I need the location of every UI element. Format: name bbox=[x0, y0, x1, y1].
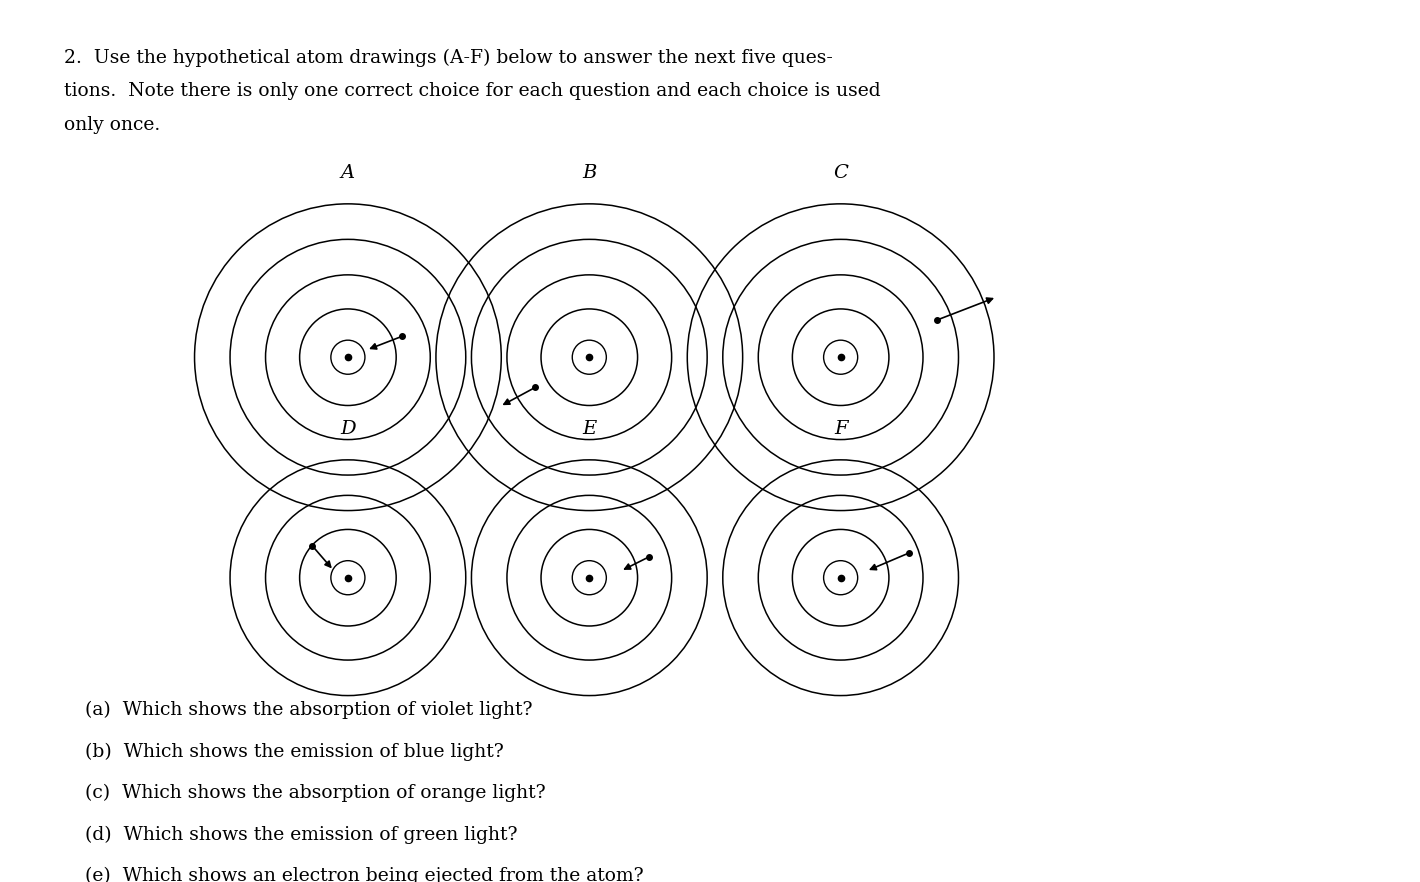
Text: A: A bbox=[341, 164, 355, 182]
Text: E: E bbox=[582, 420, 596, 437]
Text: (c)  Which shows the absorption of orange light?: (c) Which shows the absorption of orange… bbox=[85, 784, 545, 803]
Text: B: B bbox=[582, 164, 596, 182]
Text: (e)  Which shows an electron being ejected from the atom?: (e) Which shows an electron being ejecte… bbox=[85, 867, 643, 882]
Text: (a)  Which shows the absorption of violet light?: (a) Which shows the absorption of violet… bbox=[85, 701, 532, 720]
Text: only once.: only once. bbox=[64, 116, 160, 133]
Text: (d)  Which shows the emission of green light?: (d) Which shows the emission of green li… bbox=[85, 826, 518, 844]
Text: D: D bbox=[339, 420, 356, 437]
Text: F: F bbox=[834, 420, 848, 437]
Text: C: C bbox=[834, 164, 848, 182]
Text: tions.  Note there is only one correct choice for each question and each choice : tions. Note there is only one correct ch… bbox=[64, 82, 880, 100]
Text: 2.  Use the hypothetical atom drawings (A-F) below to answer the next five ques-: 2. Use the hypothetical atom drawings (A… bbox=[64, 49, 832, 67]
Text: (b)  Which shows the emission of blue light?: (b) Which shows the emission of blue lig… bbox=[85, 743, 504, 761]
